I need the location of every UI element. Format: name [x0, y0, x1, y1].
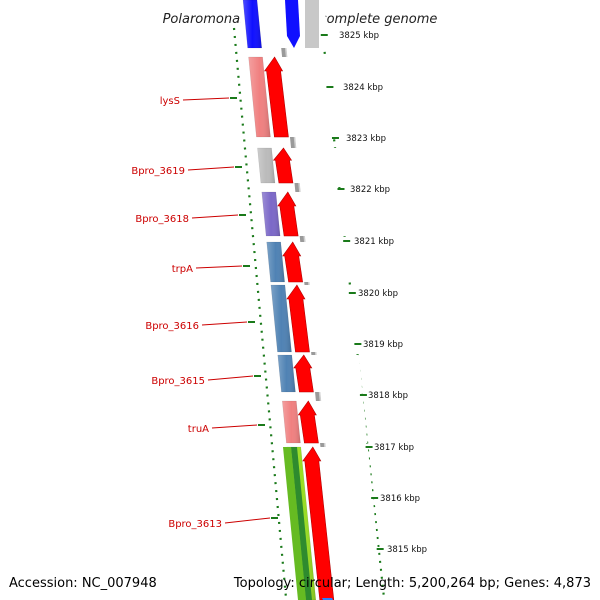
kbp-labels: 3825 kbp 3824 kbp 3823 kbp 3822 kbp 3821… — [339, 31, 427, 555]
gene-labels: lysS Bpro_3619 Bpro_3618 trpA Bpro_3616 … — [131, 96, 222, 530]
gene-label-bpro-3619[interactable]: Bpro_3619 — [131, 166, 185, 177]
gene-label-bpro-3616[interactable]: Bpro_3616 — [145, 321, 199, 332]
gene-label-truA[interactable]: truA — [188, 424, 209, 435]
bpro-3613-stripes — [283, 447, 312, 600]
accession-text: Accession: NC_007948 — [9, 576, 157, 591]
forward-strand-arrow[interactable] — [277, 191, 299, 237]
right-ticks — [320, 34, 384, 550]
gene-bpro_3618[interactable] — [256, 191, 348, 237]
label-leader-line — [224, 517, 271, 524]
gene-lyss[interactable] — [243, 56, 338, 138]
gene-trpa[interactable] — [261, 241, 352, 283]
label-leader-line — [182, 97, 230, 101]
kbp-label-3825: 3825 kbp — [339, 31, 379, 41]
kbp-label-3818: 3818 kbp — [368, 391, 408, 401]
kbp-label-3816: 3816 kbp — [380, 494, 420, 504]
gene-bpro_3615[interactable] — [272, 354, 363, 393]
label-leaders — [182, 97, 271, 524]
forward-strand-arrow[interactable] — [297, 400, 319, 444]
gene-track — [238, 0, 383, 600]
label-leader-line — [211, 424, 258, 429]
gene-bpro_3619[interactable] — [252, 147, 342, 184]
kbp-label-3824: 3824 kbp — [343, 83, 383, 93]
gene-label-bpro-3613[interactable]: Bpro_3613 — [168, 519, 222, 530]
forward-strand-arrow[interactable] — [264, 56, 289, 138]
forward-strand-arrow[interactable] — [293, 354, 314, 393]
gene-label-bpro-3615[interactable]: Bpro_3615 — [151, 376, 205, 387]
gene-label-lysS[interactable]: lysS — [160, 96, 180, 107]
gene-label-bpro-3618[interactable]: Bpro_3618 — [135, 214, 189, 225]
label-leader-line — [195, 265, 243, 269]
gene-top-partial — [285, 0, 319, 48]
kbp-label-3822: 3822 kbp — [350, 185, 390, 195]
gene-label-trpA[interactable]: trpA — [172, 264, 193, 275]
gene-bpro_3616[interactable] — [265, 284, 359, 353]
kbp-label-3823: 3823 kbp — [346, 134, 386, 144]
kbp-label-3821: 3821 kbp — [354, 237, 394, 247]
gene-trua[interactable] — [277, 400, 368, 444]
kbp-label-3820: 3820 kbp — [358, 289, 398, 299]
kbp-label-3817: 3817 kbp — [374, 443, 414, 453]
kbp-label-3819: 3819 kbp — [363, 340, 403, 350]
label-leader-line — [191, 214, 239, 219]
left-ticks — [230, 97, 278, 519]
forward-strand-arrow[interactable] — [286, 284, 310, 353]
topology-text: Topology: circular; Length: 5,200,264 bp… — [233, 576, 591, 591]
label-leader-line — [201, 321, 248, 326]
label-leader-line — [187, 166, 235, 171]
forward-strand-arrow[interactable] — [282, 241, 303, 283]
forward-strand-arrow[interactable] — [272, 147, 294, 184]
kbp-label-3815: 3815 kbp — [387, 545, 427, 555]
label-leader-line — [207, 375, 254, 381]
forward-strand-arrow[interactable] — [302, 446, 335, 600]
